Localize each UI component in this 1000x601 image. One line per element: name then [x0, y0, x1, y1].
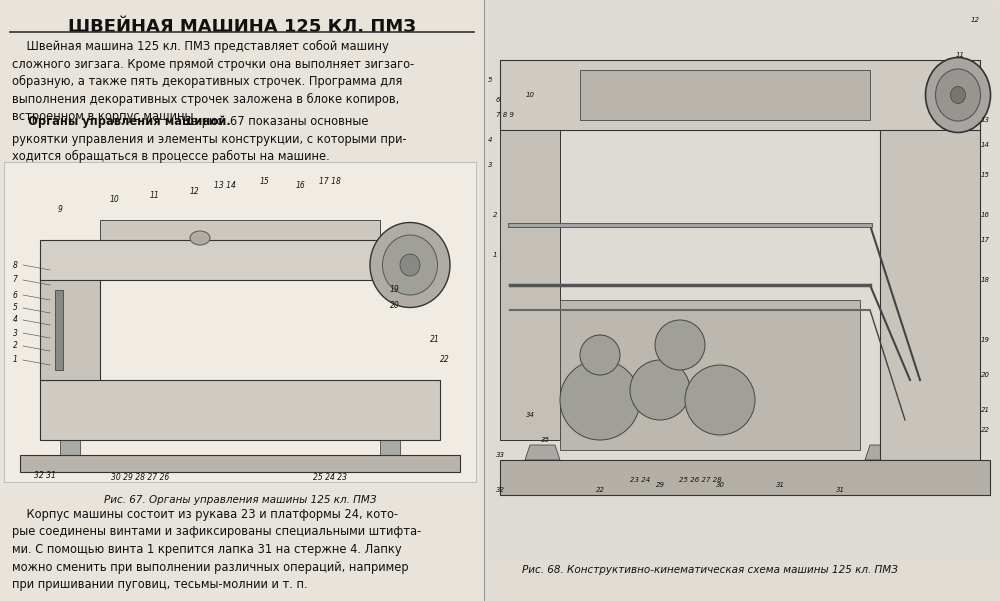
Text: 34: 34	[526, 412, 534, 418]
Text: 22: 22	[596, 487, 604, 493]
Ellipse shape	[655, 320, 705, 370]
Bar	[0, 0, 484, 601]
Text: 3: 3	[13, 329, 17, 338]
Ellipse shape	[630, 360, 690, 420]
Text: 21: 21	[430, 335, 440, 344]
Text: 10: 10	[526, 92, 534, 98]
Text: 25 24 23: 25 24 23	[313, 474, 347, 483]
Text: 3: 3	[488, 162, 492, 168]
Text: 5: 5	[13, 304, 17, 313]
Text: 29: 29	[656, 482, 664, 488]
Text: 9: 9	[58, 206, 62, 215]
Ellipse shape	[926, 58, 990, 132]
Text: 17 18: 17 18	[319, 177, 341, 186]
Text: 15: 15	[980, 172, 990, 178]
Ellipse shape	[370, 222, 450, 308]
Text: 15: 15	[260, 177, 270, 186]
Text: 6: 6	[496, 97, 500, 103]
Text: ШВЕЙНАЯ МАШИНА 125 КЛ. ПМЗ: ШВЕЙНАЯ МАШИНА 125 КЛ. ПМЗ	[68, 18, 416, 36]
Text: 19: 19	[390, 285, 400, 294]
Bar	[560, 300, 860, 450]
Text: 10: 10	[110, 195, 120, 204]
Polygon shape	[100, 220, 380, 260]
Text: Рис. 68. Конструктивно-кинематическая схема машины 125 кл. ПМЗ: Рис. 68. Конструктивно-кинематическая сх…	[522, 565, 898, 575]
Text: 17: 17	[980, 237, 990, 243]
Ellipse shape	[190, 231, 210, 245]
Polygon shape	[40, 380, 440, 440]
Text: Корпус машины состоит из рукава 23 и платформы 24, кото-
рые соединены винтами и: Корпус машины состоит из рукава 23 и пла…	[12, 508, 421, 591]
Text: Органы управления машиной. На рис. 67 показаны основные
руководящие управления и: Органы управления машиной. На рис. 67 по…	[12, 115, 432, 163]
Ellipse shape	[580, 335, 620, 375]
Text: 1: 1	[493, 252, 497, 258]
Bar	[484, 0, 1000, 601]
Polygon shape	[60, 440, 80, 455]
Text: 2: 2	[13, 341, 17, 350]
Polygon shape	[500, 130, 560, 440]
Polygon shape	[500, 60, 980, 130]
Text: 7: 7	[13, 275, 17, 284]
Text: 30: 30	[716, 482, 724, 488]
Text: 2: 2	[493, 212, 497, 218]
Text: Органы управления машиной.: Органы управления машиной.	[12, 115, 231, 128]
Ellipse shape	[382, 235, 438, 295]
Text: 23 24: 23 24	[630, 477, 650, 483]
Text: 6: 6	[13, 290, 17, 299]
Polygon shape	[500, 460, 990, 495]
Text: На рис. 67 показаны основные
рукоятки управления и элементы конструкции, с котор: На рис. 67 показаны основные рукоятки уп…	[12, 115, 407, 163]
Text: 20: 20	[980, 372, 990, 378]
Text: 35: 35	[540, 437, 550, 443]
Text: 13 14: 13 14	[214, 180, 236, 189]
Bar	[488, 5, 996, 560]
Text: 32 31: 32 31	[34, 471, 56, 480]
Polygon shape	[525, 445, 560, 460]
Text: 32: 32	[496, 487, 505, 493]
Text: 11: 11	[150, 191, 160, 200]
Text: 21: 21	[980, 407, 990, 413]
Ellipse shape	[685, 365, 755, 435]
Text: 20: 20	[390, 300, 400, 310]
Text: 1: 1	[13, 356, 17, 364]
Text: 31: 31	[836, 487, 844, 493]
Polygon shape	[580, 70, 870, 120]
Text: 14: 14	[980, 142, 990, 148]
Text: 4: 4	[488, 137, 492, 143]
Text: 11: 11	[956, 52, 964, 58]
Text: Рис. 67. Органы управления машины 125 кл. ПМЗ: Рис. 67. Органы управления машины 125 кл…	[104, 495, 376, 505]
Text: Швейная машина 125 кл. ПМЗ представляет собой машину
сложного зигзага. Кроме пря: Швейная машина 125 кл. ПМЗ представляет …	[12, 40, 414, 123]
Text: 13: 13	[980, 117, 990, 123]
Text: 8: 8	[13, 260, 17, 269]
Text: 12: 12	[970, 17, 980, 23]
Polygon shape	[40, 260, 100, 380]
Text: 7 8 9: 7 8 9	[496, 112, 514, 118]
Text: 33: 33	[496, 452, 505, 458]
Text: 25 26 27 28: 25 26 27 28	[679, 477, 721, 483]
Ellipse shape	[936, 69, 980, 121]
Text: 30 29 28 27 26: 30 29 28 27 26	[111, 474, 169, 483]
Text: 16: 16	[980, 212, 990, 218]
Text: 4: 4	[13, 316, 17, 325]
Polygon shape	[865, 445, 900, 460]
Text: 12: 12	[190, 188, 200, 197]
Bar	[4, 162, 476, 482]
Bar	[55, 290, 63, 370]
Ellipse shape	[400, 254, 420, 276]
Text: 22: 22	[440, 356, 450, 364]
Text: 18: 18	[980, 277, 990, 283]
Polygon shape	[20, 455, 460, 472]
Text: 16: 16	[295, 180, 305, 189]
Text: 19: 19	[980, 337, 990, 343]
Text: 22: 22	[980, 427, 990, 433]
Polygon shape	[880, 80, 980, 460]
Ellipse shape	[560, 360, 640, 440]
Polygon shape	[380, 440, 400, 455]
Text: 5: 5	[488, 77, 492, 83]
Polygon shape	[40, 240, 380, 280]
Text: 31: 31	[776, 482, 784, 488]
Ellipse shape	[950, 87, 966, 103]
